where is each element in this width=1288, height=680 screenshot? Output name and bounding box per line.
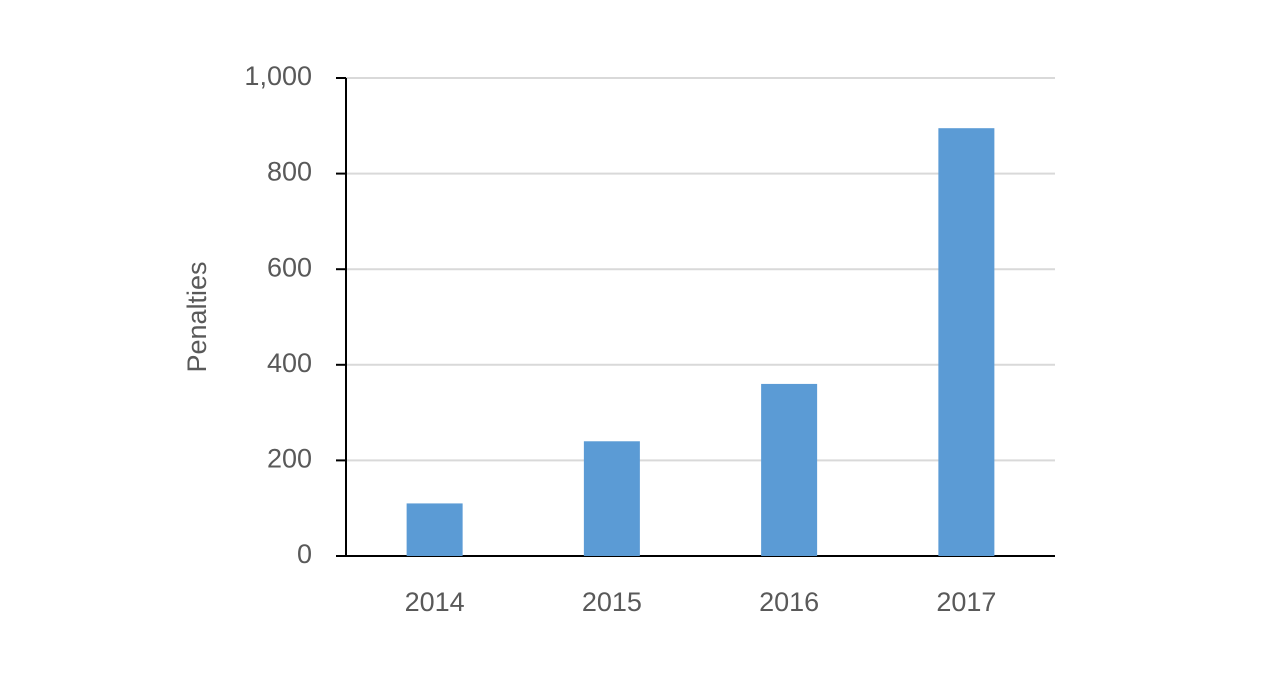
- y-tick-label: 400: [267, 348, 312, 378]
- bar: [583, 441, 640, 556]
- bar: [761, 383, 818, 556]
- x-tick-label: 2016: [759, 587, 819, 617]
- y-tick-label: 0: [297, 539, 312, 569]
- y-tick-label: 1,000: [244, 61, 312, 91]
- y-tick-label: 800: [267, 157, 312, 187]
- x-tick-label: 2017: [936, 587, 996, 617]
- x-tick-label: 2014: [405, 587, 465, 617]
- bar: [938, 128, 995, 556]
- y-axis-label: Penalties: [182, 261, 212, 372]
- y-tick-label: 600: [267, 252, 312, 282]
- x-tick-label: 2015: [582, 587, 642, 617]
- y-tick-label: 200: [267, 444, 312, 474]
- bar: [406, 503, 463, 556]
